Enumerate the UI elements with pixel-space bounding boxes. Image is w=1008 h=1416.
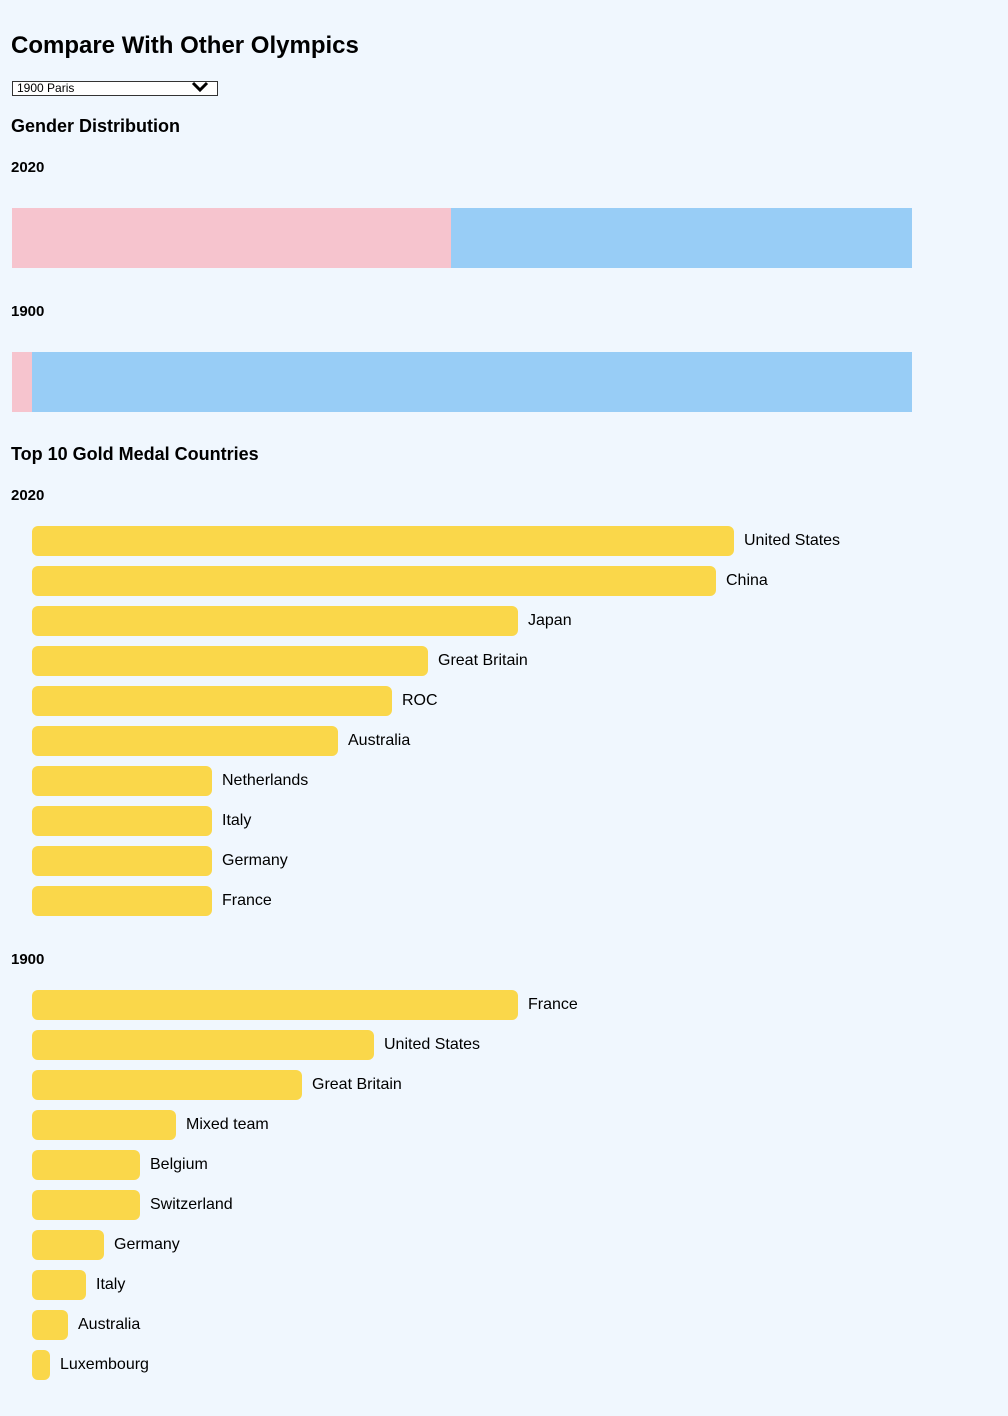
gender-bar-2020 [12, 208, 912, 268]
gold-bar [32, 1270, 86, 1300]
gold-row: Italy [32, 806, 251, 836]
gold-bar-label: Japan [528, 612, 572, 629]
gold-row: Germany [32, 1230, 180, 1260]
gold-row: Australia [32, 1310, 140, 1340]
gold-heading: Top 10 Gold Medal Countries [11, 444, 259, 464]
gold-bar [32, 1030, 374, 1060]
gold-row: Great Britain [32, 646, 528, 676]
gold-row: France [32, 990, 578, 1020]
gold-bar [32, 990, 518, 1020]
gender-year-label-2020: 2020 [11, 159, 45, 176]
gold-row: Switzerland [32, 1190, 233, 1220]
gold-row: United States [32, 1030, 480, 1060]
gold-bar-label: Germany [114, 1236, 180, 1253]
gold-bar [32, 1310, 68, 1340]
gold-row: Japan [32, 606, 572, 636]
gold-bar-label: Luxembourg [60, 1356, 149, 1373]
gold-bar-label: Australia [78, 1316, 141, 1333]
gold-year-label-1900: 1900 [11, 951, 45, 968]
gender-bar-male [31, 352, 912, 412]
gold-bar [32, 886, 212, 916]
gold-bar-label: Great Britain [438, 652, 528, 669]
gold-bar-label: Switzerland [150, 1196, 233, 1213]
gender-year-label-1900: 1900 [11, 303, 45, 320]
gold-bar-label: China [726, 572, 768, 589]
gold-bar [32, 726, 338, 756]
gold-bar-label: Great Britain [312, 1076, 402, 1093]
gold-row: ROC [32, 686, 438, 716]
chevron-down-icon [191, 81, 209, 93]
gold-bar-label: Italy [96, 1276, 126, 1293]
gold-bar [32, 526, 734, 556]
gold-bar [32, 1070, 302, 1100]
gold-row: Netherlands [32, 766, 308, 796]
gold-bar [32, 646, 428, 676]
gold-bar [32, 566, 716, 596]
gold-bar [32, 766, 212, 796]
gender-bar-female [12, 208, 452, 268]
gold-bar [32, 1350, 50, 1380]
gender-bar-1900 [12, 352, 912, 412]
gold-bar [32, 606, 518, 636]
gold-bar [32, 1150, 140, 1180]
gold-bar-label: Belgium [150, 1156, 208, 1173]
olympics-select[interactable]: 1900 Paris [12, 81, 218, 96]
gold-row: Belgium [32, 1150, 208, 1180]
gold-row: Germany [32, 846, 288, 876]
gold-row: United States [32, 526, 840, 556]
page-title: Compare With Other Olympics [11, 32, 359, 59]
gold-bar-label: Australia [348, 732, 411, 749]
olympics-select-value: 1900 Paris [17, 81, 75, 95]
gold-bar-label: ROC [402, 692, 438, 709]
gold-bar [32, 846, 212, 876]
gold-row: Italy [32, 1270, 125, 1300]
gold-bar-label: Italy [222, 812, 252, 829]
gold-bar [32, 1230, 104, 1260]
gender-bar-female [12, 352, 32, 412]
gold-year-label-2020: 2020 [11, 487, 45, 504]
gender-bar-male [451, 208, 912, 268]
gold-bar-label: France [528, 996, 578, 1013]
gold-bar-label: Germany [222, 852, 288, 869]
gold-row: Australia [32, 726, 410, 756]
gold-bar-label: United States [384, 1036, 481, 1053]
gold-row: Luxembourg [32, 1350, 149, 1380]
gold-bar-label: Mixed team [186, 1116, 269, 1133]
gold-row: France [32, 886, 272, 916]
gold-row: Great Britain [32, 1070, 402, 1100]
gold-bar-label: United States [744, 532, 841, 549]
gold-bar-label: Netherlands [222, 772, 309, 789]
gold-row: Mixed team [32, 1110, 269, 1140]
gold-bar [32, 1110, 176, 1140]
gold-row: China [32, 566, 768, 596]
gender-heading: Gender Distribution [11, 116, 181, 136]
gold-bar [32, 1190, 140, 1220]
gold-bar [32, 806, 212, 836]
gold-bar [32, 686, 392, 716]
gold-bar-label: France [222, 892, 272, 909]
